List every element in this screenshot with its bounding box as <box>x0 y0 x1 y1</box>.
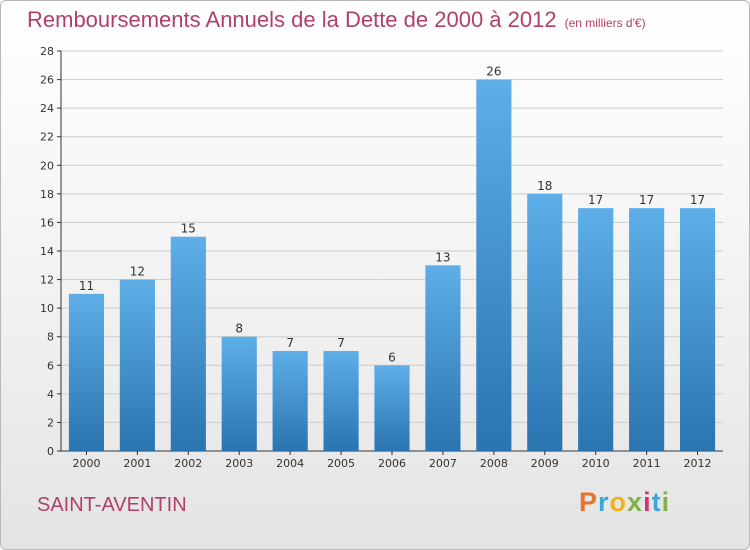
y-tick-label: 12 <box>40 274 54 287</box>
logo-letter: o <box>609 487 628 517</box>
y-tick-label: 20 <box>40 159 54 172</box>
logo-letter: i <box>661 487 671 517</box>
chart-title: Remboursements Annuels de la Dette de 20… <box>27 7 646 33</box>
x-tick-label: 2000 <box>72 457 100 470</box>
x-tick-label: 2006 <box>378 457 406 470</box>
x-tick-label: 2010 <box>582 457 610 470</box>
logo-letter: r <box>598 487 610 517</box>
bar-value-label: 8 <box>235 322 243 336</box>
bar <box>170 236 206 451</box>
bar-value-label: 11 <box>79 279 94 293</box>
bar-value-label: 6 <box>388 350 396 364</box>
y-tick-label: 0 <box>47 445 54 458</box>
bar-value-label: 12 <box>130 265 145 279</box>
bar <box>374 365 410 451</box>
bar <box>578 208 614 451</box>
x-tick-label: 2007 <box>429 457 457 470</box>
y-tick-label: 14 <box>40 245 54 258</box>
title-text: Remboursements Annuels de la Dette de 20… <box>27 7 557 32</box>
x-tick-label: 2011 <box>633 457 661 470</box>
x-tick-label: 2004 <box>276 457 304 470</box>
y-tick-label: 22 <box>40 131 54 144</box>
bar-value-label: 26 <box>486 65 501 79</box>
chart-subtitle: (en milliers d'€) <box>564 16 646 30</box>
bar <box>679 208 716 451</box>
bar-value-label: 17 <box>690 193 705 207</box>
y-tick-label: 10 <box>40 302 54 315</box>
bar <box>527 193 563 451</box>
y-tick-label: 6 <box>47 359 54 372</box>
y-tick-label: 26 <box>40 74 54 87</box>
y-tick-label: 18 <box>40 188 54 201</box>
bar-value-label: 17 <box>588 193 603 207</box>
bar <box>629 208 665 451</box>
bar-value-label: 15 <box>181 222 196 236</box>
y-tick-label: 24 <box>40 102 54 115</box>
x-tick-label: 2008 <box>480 457 508 470</box>
bar-value-label: 7 <box>286 336 294 350</box>
logo-letter: P <box>579 487 599 517</box>
proxiti-logo: Proxiti <box>579 487 670 518</box>
bar-value-label: 13 <box>435 250 450 264</box>
x-tick-label: 2009 <box>531 457 559 470</box>
bar <box>68 293 105 451</box>
x-tick-label: 2005 <box>327 457 355 470</box>
bar <box>323 351 359 451</box>
x-tick-label: 2001 <box>123 457 151 470</box>
y-tick-label: 28 <box>40 45 54 58</box>
bar-value-label: 18 <box>537 179 552 193</box>
y-tick-label: 2 <box>47 416 54 429</box>
bar-value-label: 7 <box>337 336 345 350</box>
bar <box>425 265 461 451</box>
logo-letter: i <box>643 487 652 517</box>
y-tick-label: 16 <box>40 216 54 229</box>
logo-letter: x <box>627 487 644 517</box>
bar <box>119 279 155 451</box>
location-name: SAINT-AVENTIN <box>37 494 187 516</box>
x-tick-label: 2012 <box>684 457 712 470</box>
x-tick-label: 2002 <box>174 457 202 470</box>
bar <box>221 336 257 451</box>
bar <box>476 79 512 452</box>
y-tick-label: 8 <box>47 331 54 344</box>
y-tick-label: 4 <box>47 388 54 401</box>
bar <box>272 351 308 451</box>
x-tick-label: 2003 <box>225 457 253 470</box>
bar-value-label: 17 <box>639 193 654 207</box>
logo-letter: t <box>651 487 662 517</box>
